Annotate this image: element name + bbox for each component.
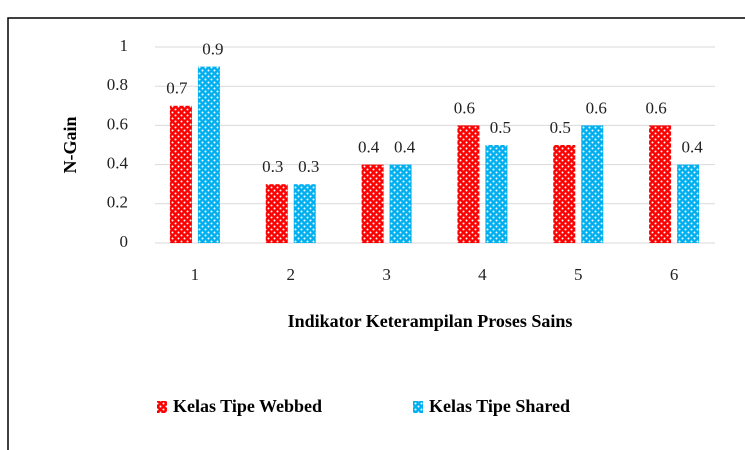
- legend-label: Kelas Tipe Webbed: [173, 396, 322, 416]
- chart-border: [7, 17, 745, 450]
- bar: [553, 145, 576, 243]
- bar: [581, 125, 604, 243]
- legend-swatch: [413, 401, 423, 413]
- bar: [197, 66, 220, 243]
- x-tick-label: 5: [574, 265, 583, 284]
- bar: [677, 164, 700, 243]
- bar: [485, 145, 508, 243]
- y-tick-label: 0.2: [107, 193, 128, 212]
- data-label: 0.5: [490, 118, 511, 137]
- data-label: 0.6: [645, 98, 666, 117]
- y-tick-label: 0: [120, 232, 129, 251]
- data-label: 0.6: [586, 98, 607, 117]
- bar: [293, 184, 316, 243]
- bar: [457, 125, 480, 243]
- data-label: 0.9: [202, 40, 223, 59]
- data-label: 0.5: [550, 118, 571, 137]
- y-tick-label: 0.8: [107, 75, 128, 94]
- data-label: 0.6: [454, 98, 475, 117]
- y-axis-title: N-Gain: [60, 116, 80, 173]
- data-label: 0.4: [394, 138, 416, 157]
- x-axis-title: Indikator Keterampilan Proses Sains: [288, 311, 573, 331]
- data-label: 0.4: [358, 138, 380, 157]
- bar: [389, 164, 412, 243]
- y-tick-label: 1: [120, 36, 129, 55]
- y-tick-label: 0.4: [107, 154, 129, 173]
- bar: [265, 184, 288, 243]
- bar: [649, 125, 672, 243]
- legend-swatch: [157, 401, 167, 413]
- legend-label: Kelas Tipe Shared: [429, 396, 570, 416]
- data-label: 0.4: [681, 138, 703, 157]
- data-label: 0.3: [262, 157, 283, 176]
- x-tick-label: 1: [191, 265, 200, 284]
- x-tick-label: 2: [287, 265, 296, 284]
- bar: [169, 105, 192, 243]
- data-label: 0.3: [298, 157, 319, 176]
- x-tick-label: 6: [670, 265, 679, 284]
- x-tick-label: 4: [478, 265, 487, 284]
- x-tick-label: 3: [382, 265, 391, 284]
- y-tick-label: 0.6: [107, 114, 128, 133]
- data-label: 0.7: [166, 79, 188, 98]
- bar: [361, 164, 384, 243]
